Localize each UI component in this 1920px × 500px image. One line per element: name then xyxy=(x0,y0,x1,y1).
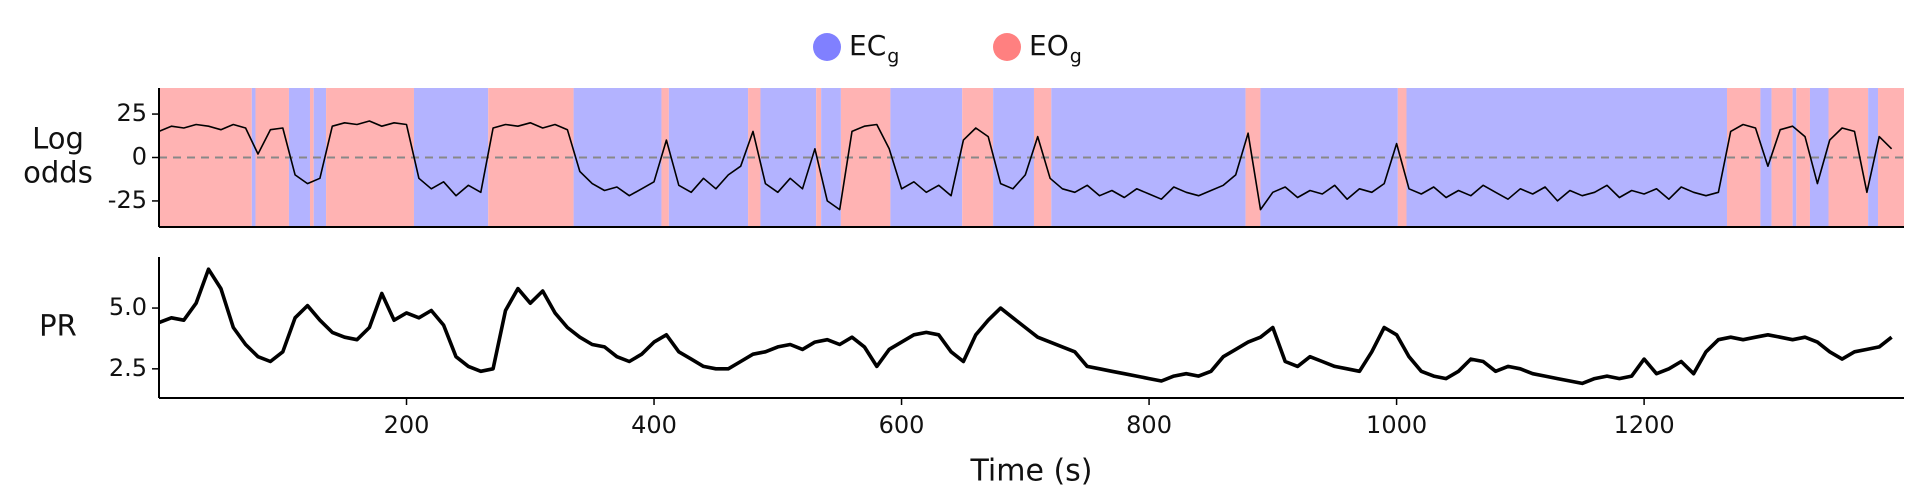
y-tick-label: 25 xyxy=(116,99,147,127)
legend-label: EC xyxy=(849,29,886,62)
x-tick-label: 1200 xyxy=(1614,411,1675,439)
data-line xyxy=(158,120,1893,211)
y-tick-label: 2.5 xyxy=(109,354,147,382)
data-line xyxy=(158,267,1893,386)
x-tick-label: 600 xyxy=(879,411,925,439)
state-region xyxy=(251,88,256,227)
state-region xyxy=(573,88,662,227)
state-region xyxy=(1828,88,1869,227)
legend-subscript: g xyxy=(887,46,899,68)
x-axis-label: Time (s) xyxy=(970,454,1093,489)
state-region xyxy=(1809,88,1829,227)
legend-marker xyxy=(813,33,841,61)
state-region xyxy=(1792,88,1797,227)
x-tick-label: 400 xyxy=(631,411,677,439)
y-axis-label: PR xyxy=(39,309,77,343)
y-axis-label: odds xyxy=(23,156,93,190)
state-region xyxy=(1397,88,1407,227)
x-tick-label: 1000 xyxy=(1366,411,1427,439)
y-tick-label: 0 xyxy=(132,143,147,171)
x-tick-label: 200 xyxy=(384,411,430,439)
state-region xyxy=(309,88,314,227)
x-tick-label: 800 xyxy=(1126,411,1172,439)
legend-label: EO xyxy=(1029,29,1069,62)
y-axis-label: Log xyxy=(32,122,84,156)
y-tick-label: 5.0 xyxy=(109,293,147,321)
legend-marker xyxy=(993,33,1021,61)
state-region xyxy=(1760,88,1772,227)
y-tick-label: -25 xyxy=(108,186,147,214)
legend-subscript: g xyxy=(1070,46,1082,68)
state-region xyxy=(1771,88,1793,227)
